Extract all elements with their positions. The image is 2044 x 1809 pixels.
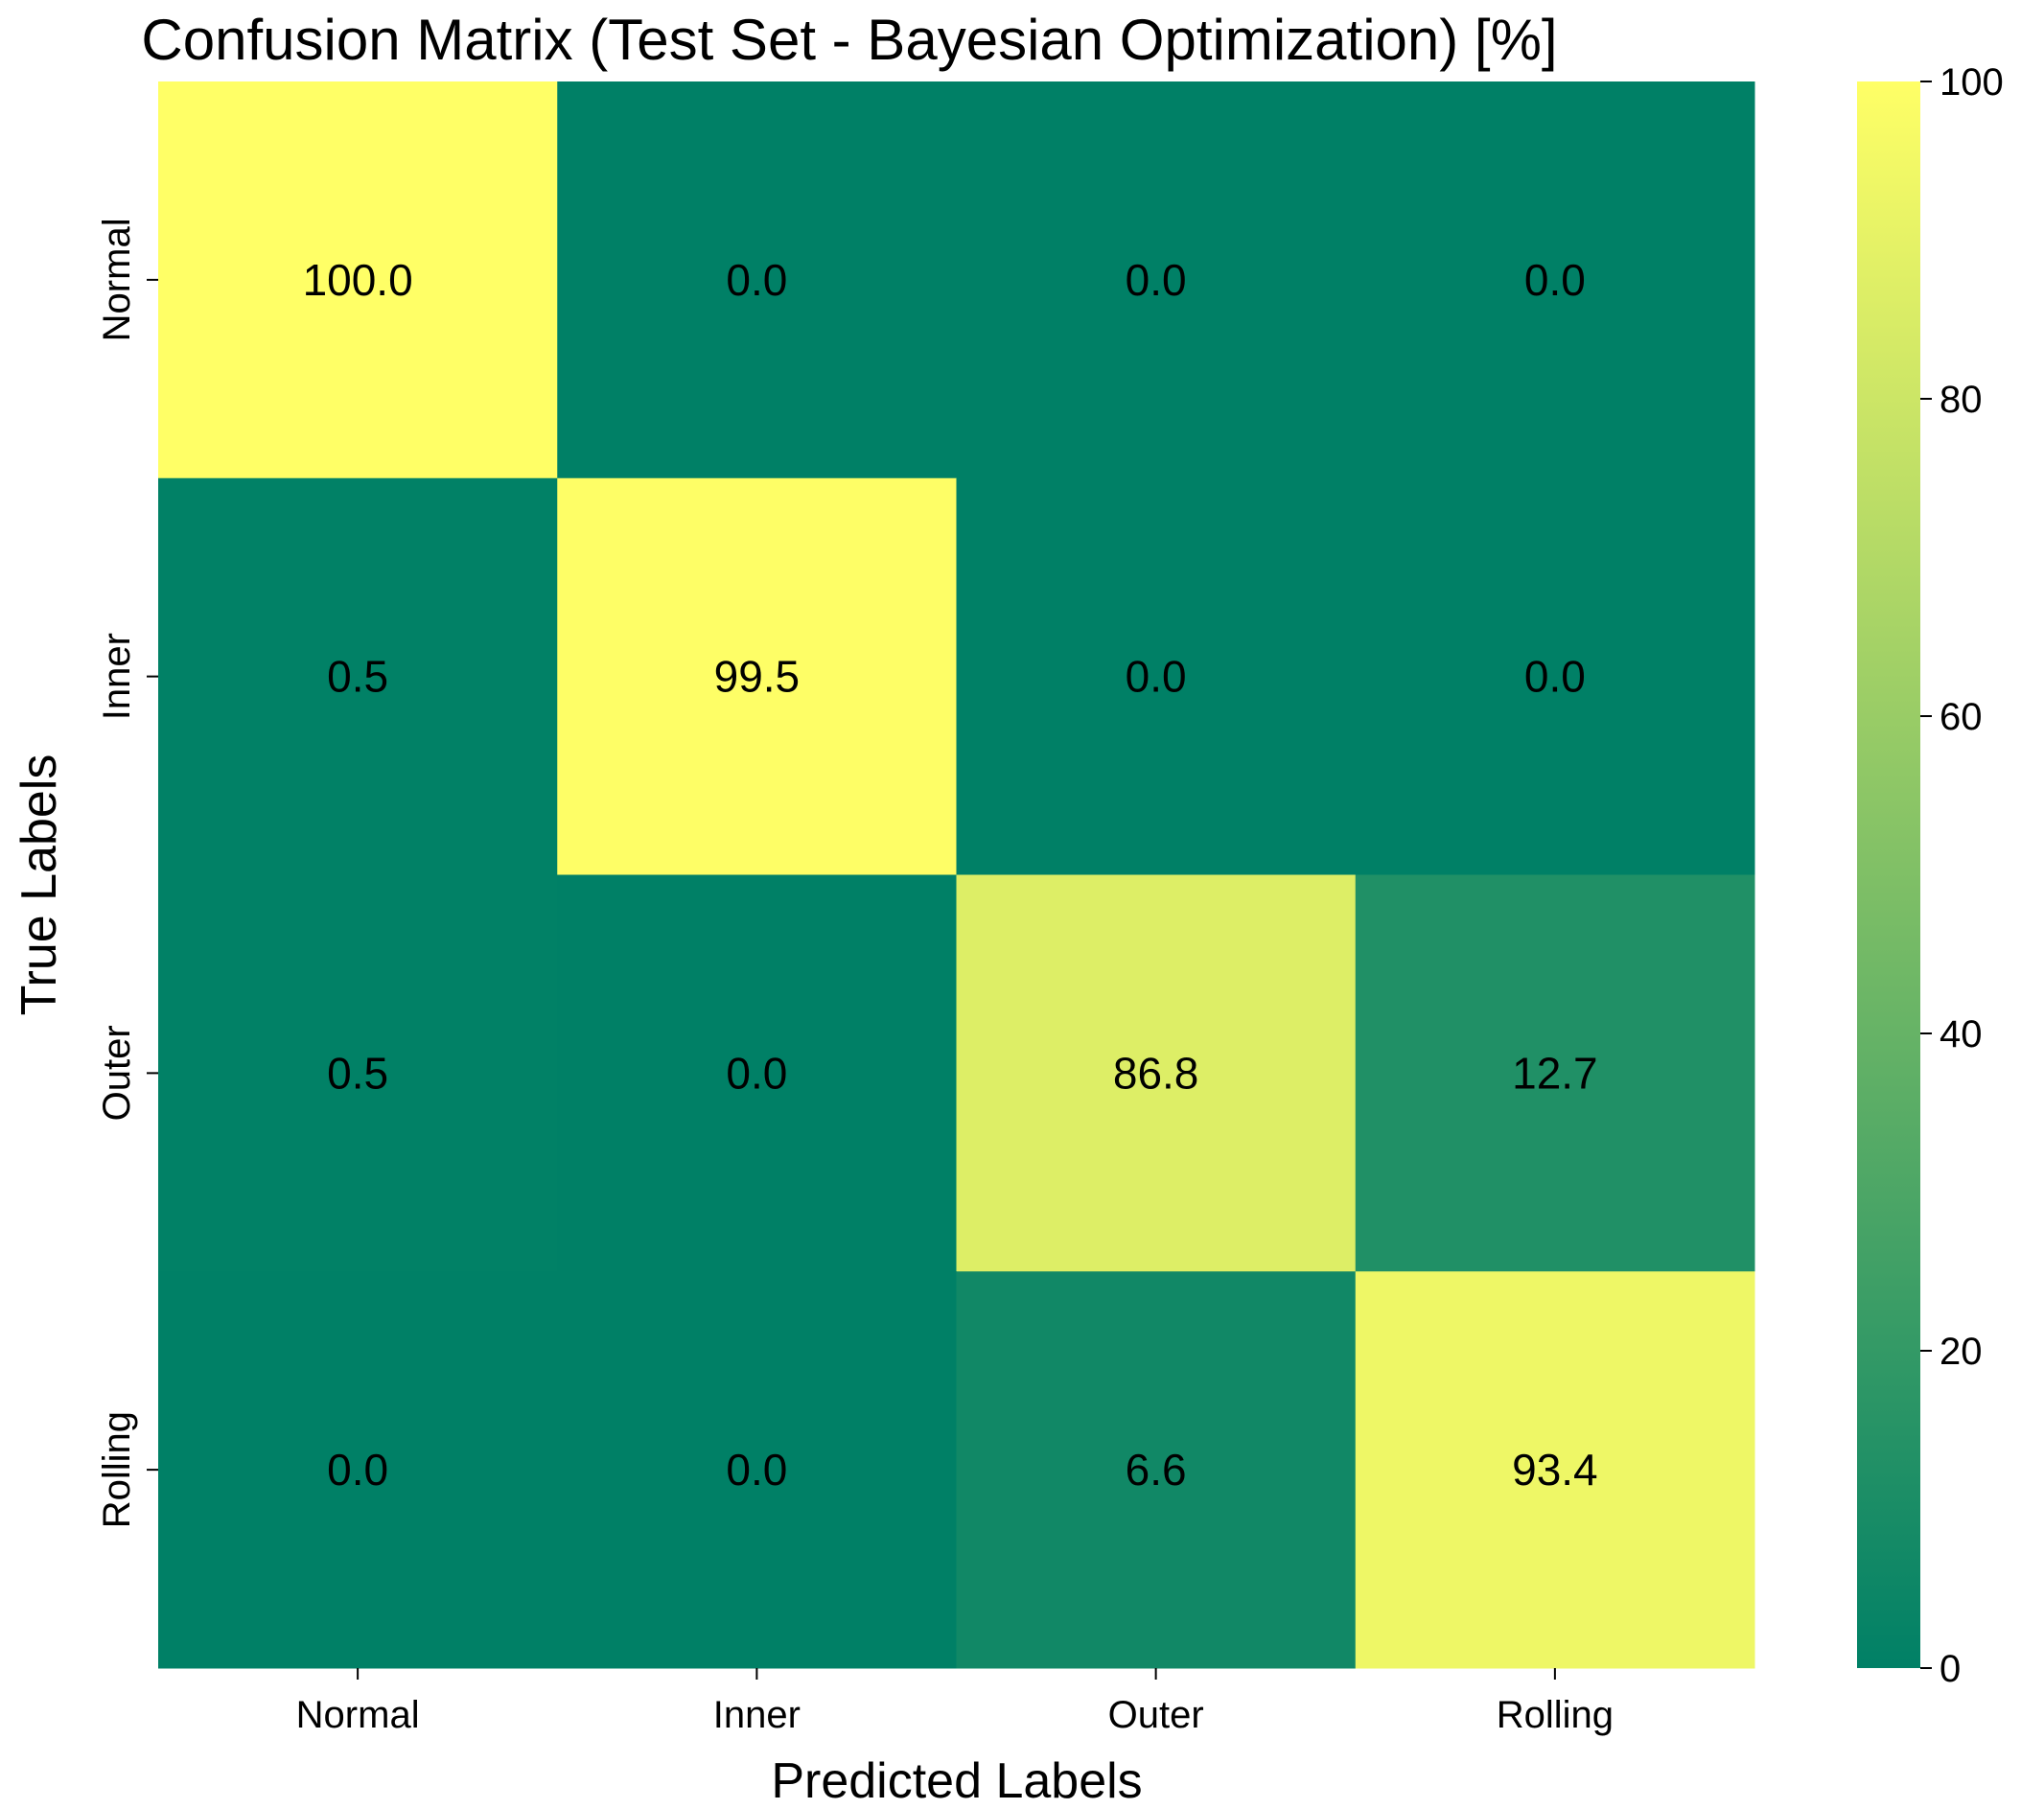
y-axis-title: True Labels	[12, 754, 67, 1016]
heatmap-cell	[557, 477, 957, 875]
heatmap-cell	[158, 874, 558, 1272]
heatmap-cell	[1355, 1271, 1755, 1669]
cell-value-label: 0.5	[327, 652, 388, 702]
cell-value-label: 86.8	[1113, 1048, 1199, 1098]
heatmap-cell	[1355, 874, 1755, 1272]
x-tick-label: Inner	[713, 1694, 801, 1736]
cell-value-label: 0.0	[1524, 255, 1586, 305]
x-tick-label: Normal	[296, 1694, 420, 1736]
cell-value-label: 12.7	[1512, 1048, 1598, 1098]
y-axis-ticks: Normal Inner Outer Rolling	[96, 218, 158, 1528]
colorbar-ticks: 0 20 40 60 80 100	[1920, 61, 2004, 1690]
heatmap-cell	[158, 81, 558, 479]
heatmap-cell	[557, 1271, 957, 1669]
cell-value-label: 0.0	[1126, 255, 1187, 305]
heatmap-cell	[158, 477, 558, 875]
x-axis-ticks: Normal Inner Outer Rolling	[296, 1668, 1614, 1736]
heatmap-cell	[956, 874, 1357, 1272]
y-tick-label: Inner	[96, 633, 138, 720]
x-tick-label: Outer	[1108, 1694, 1204, 1736]
heatmap-cell	[956, 81, 1357, 479]
colorbar	[1857, 81, 1920, 1668]
cell-value-label: 0.0	[726, 1048, 787, 1098]
heatmap-cell	[956, 477, 1357, 875]
cell-value-label: 99.5	[714, 652, 801, 702]
cell-value-label: 0.5	[327, 1048, 388, 1098]
cell-value-label: 0.0	[726, 1445, 787, 1495]
y-tick-label: Outer	[96, 1025, 138, 1121]
x-axis-title: Predicted Labels	[771, 1753, 1142, 1809]
cell-value-label: 0.0	[1126, 652, 1187, 702]
heatmap-cell	[557, 81, 957, 479]
heatmap-cell	[1355, 81, 1755, 479]
heatmap-cell-labels: 100.0 0.0 0.0 0.0 0.5 99.5 0.0 0.0 0.5 0.0 86.8 12.…	[303, 255, 1598, 1495]
y-tick-label: Normal	[96, 218, 138, 341]
cell-value-label: 0.0	[1524, 652, 1586, 702]
colorbar-tick-label: 20	[1939, 1331, 1983, 1373]
cell-value-label: 6.6	[1126, 1445, 1187, 1495]
colorbar-tick-label: 60	[1939, 696, 1983, 738]
heatmap-cell	[557, 874, 957, 1272]
heatmap-cells	[158, 81, 1755, 1669]
y-tick-label: Rolling	[96, 1411, 138, 1528]
cell-value-label: 93.4	[1512, 1445, 1598, 1495]
chart-title: Confusion Matrix (Test Set - Bayesian Op…	[141, 8, 1557, 72]
heatmap-cell	[956, 1271, 1357, 1669]
colorbar-tick-label: 80	[1939, 379, 1983, 421]
colorbar-tick-label: 40	[1939, 1013, 1983, 1055]
cell-value-label: 100.0	[303, 255, 413, 305]
heatmap-cell	[158, 1271, 558, 1669]
cell-value-label: 0.0	[726, 255, 787, 305]
heatmap-cell	[1355, 477, 1755, 875]
colorbar-tick-label: 0	[1939, 1648, 1961, 1690]
cell-value-label: 0.0	[327, 1445, 388, 1495]
colorbar-tick-label: 100	[1939, 61, 2004, 104]
x-tick-label: Rolling	[1497, 1694, 1614, 1736]
